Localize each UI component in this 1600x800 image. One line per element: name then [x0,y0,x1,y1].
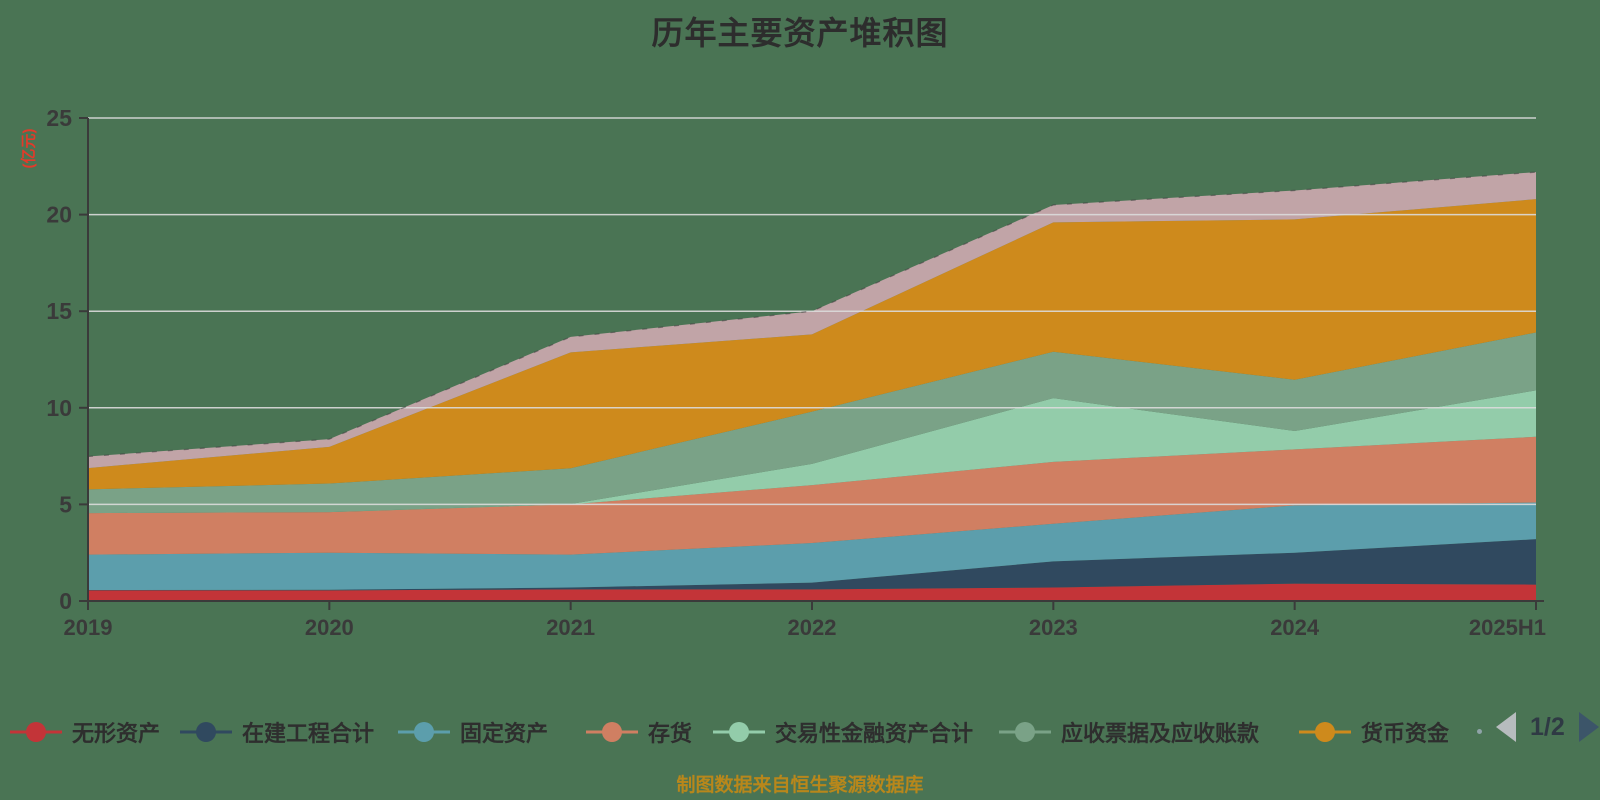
legend-marker-icon [180,722,232,742]
legend-separator-dot [1477,729,1482,734]
x-tick-label-2024: 2024 [1270,615,1320,640]
y-tick-label-0: 0 [59,588,72,614]
x-tick-label-2022: 2022 [788,615,837,640]
legend-label: 货币资金 [1361,721,1450,746]
x-tick-label-2019: 2019 [64,615,113,640]
legend-item-存货[interactable]: 存货 [586,716,692,748]
x-tick-label-2020: 2020 [305,615,354,640]
legend-item-固定资产[interactable]: 固定资产 [398,716,548,748]
total-top-line [87,171,1537,458]
legend-item-货币资金[interactable]: 货币资金 [1299,716,1449,748]
legend-marker-icon [586,722,638,742]
legend-item-交易性金融资产合计[interactable]: 交易性金融资产合计 [713,716,973,748]
y-tick-label-25: 25 [46,105,72,131]
legend-pager: 1/2 [1496,712,1599,742]
area-存货[interactable] [88,436,1536,555]
legend-prev-page-arrow-icon[interactable] [1496,712,1516,742]
legend-label: 固定资产 [460,721,549,746]
legend-page-indicator: 1/2 [1530,712,1565,741]
data-source-caption: 制图数据来自恒生聚源数据库 [676,775,924,796]
legend-label: 应收票据及应收账款 [1061,721,1260,746]
x-tick-label-2021: 2021 [546,615,595,640]
area-交易性金融资产合计[interactable] [88,390,1536,514]
area-应收票据及应收账款[interactable] [88,332,1536,514]
y-tick-label-20: 20 [46,202,72,228]
y-tick-label-5: 5 [59,491,72,517]
legend-marker-icon [398,722,450,742]
legend-label: 无形资产 [72,721,161,746]
legend-item-在建工程合计[interactable]: 在建工程合计 [180,716,374,748]
area-货币资金[interactable] [88,199,1536,490]
area-固定资产[interactable] [88,502,1536,590]
stacked-area-chart: 0 5 10 15 20 25 2019 2020 2021 2022 2023 2024 2025H1 [46,105,1546,640]
legend-label: 在建工程合计 [242,721,375,746]
legend-label: 存货 [648,721,693,746]
legend-item-应收票据及应收账款[interactable]: 应收票据及应收账款 [999,716,1259,748]
legend-item-无形资产[interactable]: 无形资产 [10,716,160,748]
area-series-8[interactable] [88,172,1536,469]
x-tick-label-2023: 2023 [1029,615,1078,640]
legend-label: 交易性金融资产合计 [775,721,974,746]
x-tick-label-2025H1: 2025H1 [1469,615,1546,640]
legend-marker-icon [999,722,1051,742]
legend-marker-icon [10,722,62,742]
chart-title: 历年主要资产堆积图 [651,15,949,51]
legend-row: 无形资产 在建工程合计 固定资产 存货 交易性金融资产合计 应收票据及应收账款 货币资金 [0,716,1600,758]
legend-marker-icon [713,722,765,742]
area-在建工程合计[interactable] [88,539,1536,591]
legend-marker-icon [1299,722,1351,742]
y-tick-label-15: 15 [46,298,72,324]
area-无形资产[interactable] [88,583,1536,601]
y-tick-label-10: 10 [46,395,72,421]
legend-next-page-arrow-icon[interactable] [1578,712,1599,742]
